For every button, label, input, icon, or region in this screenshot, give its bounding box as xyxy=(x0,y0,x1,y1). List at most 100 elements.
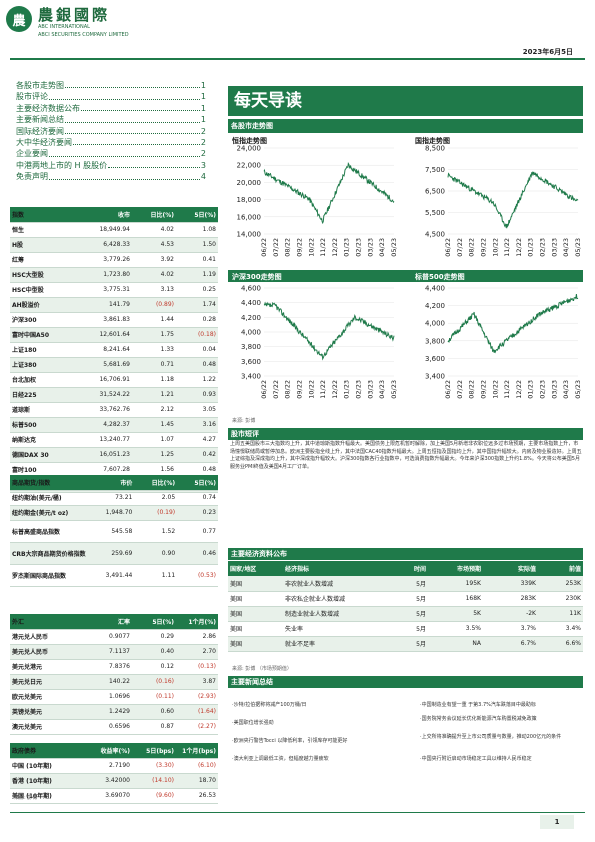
news-item[interactable]: ·欧洲央行警告Tocci 以降低利率，引领库存可能更好 xyxy=(232,738,348,744)
table-row: 上证380 5,681.69 0.71 0.48 xyxy=(10,357,218,373)
table-cell: 12,601.64 xyxy=(84,327,132,343)
table-cell: 3.69070 xyxy=(84,788,132,804)
table-row: 纳斯达克 13,240.77 1.07 4.27 xyxy=(10,432,218,448)
table-cell: 失业率 xyxy=(283,621,373,637)
toc-leader xyxy=(81,103,200,112)
news-item[interactable]: ·中国央行附近启动市场稳定工具以维持人民币稳定 xyxy=(420,756,532,762)
price-line xyxy=(447,170,579,229)
news-item[interactable]: ·沙特/拉伯据称将减产100万桶/日 xyxy=(232,702,307,708)
row-label: 美元兑日元 xyxy=(10,674,84,690)
news-item[interactable]: ·中国制造业有望一重 于第3.7%汽车跌落目中最助标 xyxy=(420,702,536,708)
csi300-chart: 4,600 4,400 4,200 4,000 3,800 3,600 3,40006/22… xyxy=(241,285,398,399)
x-tick-label: 10/22 xyxy=(491,380,499,399)
table-row: 香港 (10年期) 3.42000 (14.10) 18.70 xyxy=(10,773,218,789)
table-cell: 0.6596 xyxy=(84,719,132,735)
x-tick-label: 04/23 xyxy=(378,380,386,399)
y-tick-label: 3,800 xyxy=(241,343,261,351)
row-label: 纽约期金(美元/t oz) xyxy=(10,505,88,521)
table-cell: 0.87 xyxy=(132,719,176,735)
row-label: 沪深300 xyxy=(10,312,84,328)
sp500-chart-title: 标普500走势图 xyxy=(415,273,465,281)
table-header-cell: 5日(bps) xyxy=(132,743,176,759)
row-label: 台北加权 xyxy=(10,372,84,388)
table-cell: 11K xyxy=(538,606,583,622)
table-cell: 制造业就业人数增减 xyxy=(283,606,373,622)
commodities-table: 商品期货/指数 市价 日比(%) 5日(%) 纽约期油(美元/桶) 73.21 2.05 0.… xyxy=(10,475,218,587)
toc-item[interactable]: 大中华经济要闻 2 xyxy=(16,137,206,148)
x-tick-label: 11/22 xyxy=(503,238,511,257)
table-cell: 1.52 xyxy=(134,520,178,543)
toc-leader xyxy=(49,171,200,180)
bonds-table: 政府债券 收益率(%) 5日(bps) 1个月(bps) 中国 (10年期) 2.7190… xyxy=(10,743,218,804)
toc-item-title: 主要新闻总结 xyxy=(16,115,64,125)
company-name-cn: 農銀國際 xyxy=(38,6,111,24)
table-cell: (9.60) xyxy=(132,788,176,804)
news-title: 主要新闻总结 xyxy=(228,676,583,688)
toc-item[interactable]: 各股市走势图 1 xyxy=(16,80,206,91)
x-tick-label: 01/23 xyxy=(527,238,535,257)
table-cell: (6.10) xyxy=(176,758,218,774)
row-label: 富时中国A50 xyxy=(10,327,84,343)
table-row: 富时中国A50 12,601.64 1.75 (0.18) xyxy=(10,327,218,343)
x-tick-label: 09/22 xyxy=(479,380,487,399)
table-cell: 8,241.64 xyxy=(84,342,132,358)
x-tick-label: 07/22 xyxy=(456,380,464,399)
table-row: 标普高盛商品指数 545.58 1.52 0.77 xyxy=(10,520,218,543)
table-cell: 1.75 xyxy=(132,327,176,343)
x-tick-label: 09/22 xyxy=(479,238,487,257)
table-cell: 33,762.76 xyxy=(84,402,132,418)
table-cell: (0.19) xyxy=(134,505,178,521)
table-cell: 1,948.70 xyxy=(87,505,135,521)
toc-item[interactable]: 企业要闻 2 xyxy=(16,148,206,159)
table-cell: 美国 xyxy=(228,576,283,592)
charts-row2-bar xyxy=(228,270,583,282)
toc-item[interactable]: 主要经济数据公布 1 xyxy=(16,103,206,114)
table-row: 美国 (10年期) 3.69070 (9.60) 26.53 xyxy=(10,788,218,804)
table-cell: 3.13 xyxy=(132,282,176,298)
table-header-cell: 国家/地区 xyxy=(228,561,283,576)
y-tick-label: 24,000 xyxy=(237,145,262,153)
table-cell: 0.12 xyxy=(132,659,176,675)
x-tick-label: 05/23 xyxy=(390,238,398,257)
table-cell: (0.18) xyxy=(176,327,218,343)
table-row: 澳元兑美元 0.6596 0.87 (2.27) xyxy=(10,719,218,735)
table-cell: 3.7% xyxy=(483,621,538,637)
x-tick-label: 03/23 xyxy=(366,380,374,399)
toc-item[interactable]: 主要新闻总结 1 xyxy=(16,114,206,125)
toc-item[interactable]: 股市评论 1 xyxy=(16,91,206,102)
news-item[interactable]: ·国务院常务会议延长优化新能源汽车购置税减免政策 xyxy=(420,716,537,722)
toc-item-page: 1 xyxy=(200,103,206,113)
news-item[interactable]: ·美国职位增长强劲 xyxy=(232,720,274,726)
table-cell: 253K xyxy=(538,576,583,592)
table-row: 美国 制造业就业人数增减 5月 5K -2K 11K xyxy=(228,606,583,622)
table-cell: 339K xyxy=(483,576,538,592)
toc-item[interactable]: 中港两地上市的 H 股股价 3 xyxy=(16,160,206,171)
table-row: 沪深300 3,861.83 1.44 0.28 xyxy=(10,312,218,328)
x-tick-label: 07/22 xyxy=(456,238,464,257)
table-cell: (0.16) xyxy=(132,674,176,690)
toc-item[interactable]: 国际经济要闻 2 xyxy=(16,126,206,137)
table-row: 台北加权 16,706.91 1.18 1.22 xyxy=(10,372,218,388)
table-cell: 0.04 xyxy=(176,342,218,358)
y-tick-label: 3,800 xyxy=(425,337,445,345)
company-name-en: ABC INTERNATIONAL xyxy=(38,24,90,30)
table-cell: (0.89) xyxy=(132,297,176,313)
table-row: 红筹 3,779.26 3.92 0.41 xyxy=(10,252,218,268)
toc-item[interactable]: 免责声明 4 xyxy=(16,171,206,182)
econ-grid: 国家/地区 经济指标 时间 市场预期 实际值 前值 美国 非农就业人数增减 5月 195K 339K… xyxy=(228,561,583,652)
news-item[interactable]: ·澳大利亚上调最低工资，但幅度越力量疲软 xyxy=(232,756,329,762)
table-row: 纽约期金(美元/t oz) 1,948.70 (0.19) 0.23 xyxy=(10,505,218,521)
y-tick-label: 4,200 xyxy=(241,314,261,322)
x-tick-label: 01/23 xyxy=(343,380,351,399)
x-tick-label: 07/22 xyxy=(272,380,280,399)
table-cell: 31,524.22 xyxy=(84,387,132,403)
table-cell: NA xyxy=(428,636,483,652)
table-cell: 2.70 xyxy=(176,644,218,660)
price-line xyxy=(263,301,395,361)
table-row: 罗杰斯国际商品指数 3,491.44 1.11 (0.53) xyxy=(10,564,218,587)
table-cell: 4,282.37 xyxy=(84,417,132,433)
table-header-cell: 1个月(%) xyxy=(176,614,218,630)
table-row: 英镑兑美元 1.2429 0.60 (1.64) xyxy=(10,704,218,720)
news-item[interactable]: ·上交所将准确提升至上市公司质量与数量，推动200亿元的条件 xyxy=(420,734,562,740)
table-cell: -2K xyxy=(483,606,538,622)
